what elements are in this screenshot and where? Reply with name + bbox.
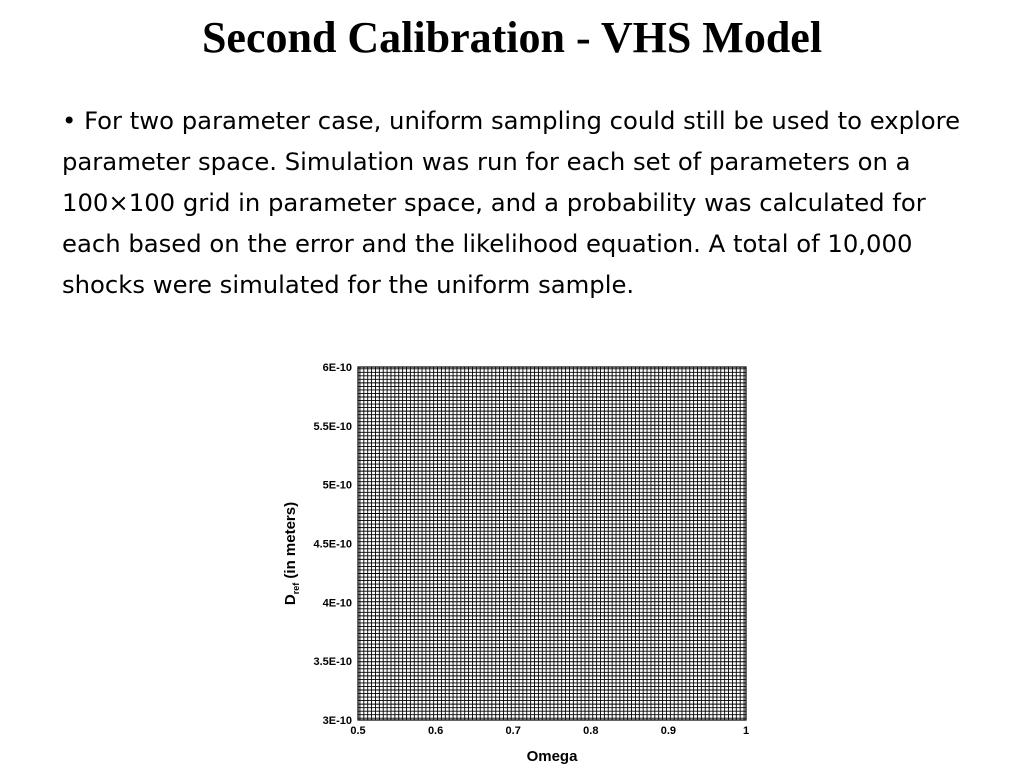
y-axis-label: Dref (in meters) [282, 502, 301, 605]
paragraph-text: For two parameter case, uniform sampling… [62, 106, 961, 299]
y-tick-label: 5E-10 [323, 480, 352, 492]
x-tick-label: 0.7 [506, 725, 521, 737]
plot-frame [357, 366, 747, 721]
x-tick-label: 0.8 [583, 725, 598, 737]
y-tick-label: 6E-10 [323, 362, 352, 374]
sampling-grid-chart: 0.5 0.6 0.7 0.8 0.9 1 3E-10 3.5E-10 4E-10 4.5E-1… [276, 356, 766, 768]
x-tick-label: 0.5 [350, 725, 365, 737]
x-tick-label: 0.6 [428, 725, 443, 737]
y-axis-label-rest: (in meters) [282, 502, 299, 583]
y-tick-label: 5.5E-10 [313, 421, 352, 433]
plot-area [358, 367, 746, 720]
y-tick-label: 3E-10 [323, 715, 352, 727]
y-tick-label: 3.5E-10 [313, 656, 352, 668]
grid-lines [358, 367, 746, 720]
y-tick-label: 4E-10 [323, 597, 352, 609]
bullet-marker: • [62, 106, 77, 135]
y-axis-label-main: D [282, 594, 299, 605]
x-axis-label: Omega [527, 748, 579, 765]
slide-title: Second Calibration - VHS Model [201, 13, 823, 62]
chart-svg: 0.5 0.6 0.7 0.8 0.9 1 3E-10 3.5E-10 4E-10 4.5E-1… [282, 362, 749, 765]
x-axis: 0.5 0.6 0.7 0.8 0.9 1 [350, 725, 749, 737]
x-tick-label: 0.9 [661, 725, 676, 737]
y-tick-label: 4.5E-10 [313, 539, 352, 551]
slide-paragraph: • For two parameter case, uniform sampli… [62, 100, 962, 305]
x-tick-label: 1 [743, 725, 749, 737]
y-axis: 3E-10 3.5E-10 4E-10 4.5E-10 5E-10 5.5E-10 6E-1… [313, 362, 352, 727]
y-axis-label-subscript: ref [291, 582, 301, 595]
